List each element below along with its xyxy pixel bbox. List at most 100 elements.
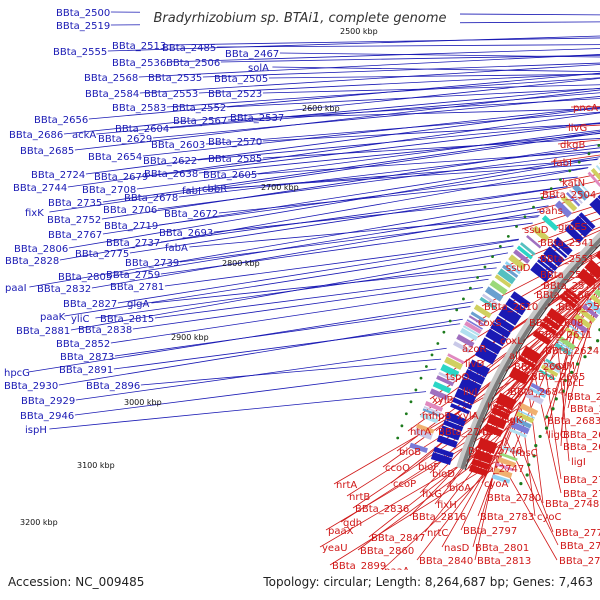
forward-gene-label: glgA: [127, 299, 149, 310]
label-leader: [166, 77, 600, 108]
reverse-gene: [539, 321, 557, 336]
cog-feature: [526, 234, 542, 249]
forward-gene-label: BBta_2585: [208, 154, 262, 165]
reverse-gene-label: azoR: [462, 344, 486, 355]
reverse-gene-label: BBta_2746: [468, 446, 522, 457]
gc-dot: [544, 426, 549, 430]
forward-gene-label: BBta_2506: [166, 58, 220, 69]
label-leader: [537, 241, 600, 275]
forward-gene: [550, 243, 568, 259]
forward-gene: [430, 452, 453, 465]
forward-gene-label: BBta_2605: [203, 170, 257, 181]
reverse-gene-label: ssuD: [524, 225, 549, 236]
reverse-gene-label: rbsA: [478, 427, 501, 438]
forward-gene-label: BBta_2583: [112, 103, 166, 114]
label-leader: [138, 54, 600, 78]
reverse-gene-label: ligI: [571, 457, 586, 468]
reverse-gene: [518, 355, 536, 369]
forward-gene: [536, 259, 555, 274]
label-leader: [132, 278, 489, 330]
cog-feature: [582, 304, 599, 319]
reverse-gene-label: cyoC: [537, 512, 562, 523]
reverse-gene-label: BBta_2740: [438, 427, 492, 438]
forward-gene-label: BBta_2685: [20, 146, 74, 157]
label-leader: [503, 226, 600, 268]
gc-dot: [545, 415, 549, 419]
label-leader: [257, 150, 600, 175]
label-leader: [154, 274, 492, 319]
label-leader: [424, 420, 512, 533]
title-bg: [140, 6, 460, 28]
label-leader: [539, 180, 600, 195]
cog-feature: [565, 327, 582, 341]
forward-gene-label: BBta_2679: [94, 172, 148, 183]
reverse-gene-label: xylB: [432, 395, 454, 406]
label-leader: [117, 239, 519, 304]
forward-gene-label: fabA: [165, 243, 188, 254]
forward-gene: [439, 425, 462, 441]
cog-feature: [509, 428, 527, 438]
forward-gene-label: BBta_2519: [56, 21, 110, 32]
reverse-gene-label: ssuD: [506, 263, 531, 274]
label-leader: [441, 439, 504, 548]
forward-gene-label: BBta_2827: [63, 299, 117, 310]
cog-feature: [545, 358, 562, 371]
label-leader: [564, 298, 600, 397]
forward-gene-label: BBta_2896: [86, 381, 140, 392]
forward-gene-label: BBta_2881: [16, 326, 70, 337]
kbp-tick-label: 3000 kbp: [124, 398, 162, 407]
label-leader: [407, 306, 581, 432]
label-leader: [58, 318, 463, 386]
forward-gene-label: yliC: [71, 314, 89, 325]
label-leader: [107, 35, 600, 52]
gc-dot: [570, 370, 574, 374]
cog-feature: [413, 428, 433, 440]
backbone-ring: [460, 237, 600, 470]
label-leader: [164, 238, 519, 287]
reverse-gene-label: bioA: [449, 483, 471, 494]
forward-gene-label: BBta_2536: [112, 58, 166, 69]
forward-gene: [458, 376, 482, 396]
gc-dot: [468, 286, 472, 290]
cog-feature: [531, 225, 550, 242]
forward-gene-label: BBta_2568: [84, 73, 138, 84]
forward-gene: [485, 328, 507, 347]
gc-dot: [588, 346, 592, 350]
cog-feature: [497, 268, 516, 285]
reverse-gene-label: bioF: [418, 462, 439, 473]
forward-gene-label: BBta_2838: [78, 325, 132, 336]
label-leader: [136, 129, 600, 190]
reverse-gene-label: BBta_2748: [545, 499, 599, 510]
label-leader: [504, 436, 559, 546]
cog-feature: [560, 195, 578, 212]
leader-lines: [28, 11, 600, 571]
gc-dot: [448, 319, 452, 323]
label-leader: [474, 455, 498, 561]
cog-feature: [444, 356, 463, 371]
cog-feature: [491, 474, 511, 484]
label-leader: [272, 66, 600, 73]
kbp-tick-label: 2600 kbp: [302, 104, 340, 113]
forward-gene-label: BBta_2629: [98, 134, 152, 145]
cog-feature: [590, 167, 600, 181]
forward-gene-label: BBta_2735: [48, 198, 102, 209]
label-leader: [88, 72, 600, 120]
reverse-gene: [546, 307, 567, 326]
reverse-gene: [473, 449, 494, 464]
reverse-gene: [542, 315, 561, 331]
cog-feature: [422, 408, 441, 418]
label-leader: [510, 420, 554, 533]
reverse-gene-label: fabI: [553, 158, 572, 169]
label-leader: [129, 186, 568, 254]
forward-gene-label: BBta_2805: [58, 272, 112, 283]
forward-gene-label: BBta_2555: [53, 47, 107, 58]
label-leader: [537, 229, 600, 259]
cog-feature: [543, 361, 561, 373]
reverse-gene-label: BBta_2665: [531, 372, 585, 383]
reverse-gene-label: BBta_2797: [463, 526, 517, 537]
forward-gene-label: BBta_2752: [47, 215, 101, 226]
reverse-gene-label: BBta_2860: [360, 546, 414, 557]
reverse-gene: [486, 414, 507, 430]
reverse-gene-label: BBta_2801: [475, 543, 529, 554]
forward-gene-label: BBta_2775: [75, 249, 129, 260]
